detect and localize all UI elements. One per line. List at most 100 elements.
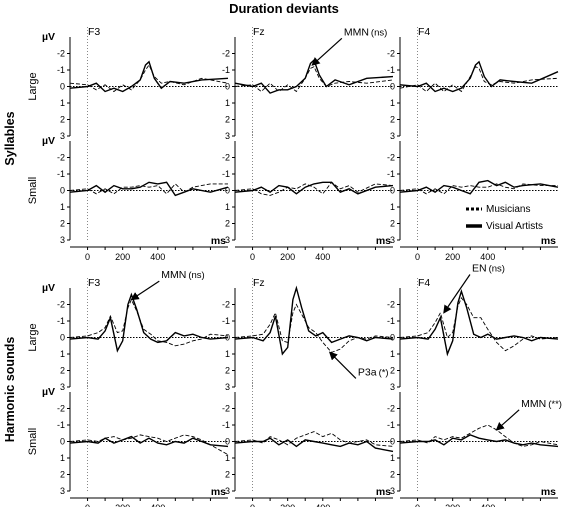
y-tick-label: -2 [387,300,395,310]
x-tick-label: 400 [315,252,330,262]
y-tick-label: 2 [390,366,395,376]
series-visual-artists [234,437,394,453]
electrode-label: Fz [253,277,265,289]
y-tick-label: -2 [57,153,65,163]
annotation-label: MMN (ns) [161,269,204,281]
annotation-tag: (ns) [489,264,505,275]
series-musicians [399,183,558,195]
y-tick-label: 1 [225,202,230,212]
series-visual-artists [69,292,229,353]
y-tick-label: -1 [222,316,230,326]
y-tick-label: 2 [60,115,65,125]
y-tick-label: 0 [390,333,395,343]
y-tick-label: 0 [225,437,230,447]
x-unit-label: ms [541,486,556,498]
y-tick-label: -2 [222,153,230,163]
y-tick-label: -1 [222,420,230,430]
annotation-label: MMN (ns) [344,26,387,38]
series-musicians [69,434,229,456]
figure-title: Duration deviants [229,1,339,16]
electrode-label: F4 [418,277,430,289]
series-visual-artists [234,58,394,94]
y-tick-label: 3 [390,486,395,496]
y-tick-label: -1 [57,169,65,179]
y-tick-label: 1 [60,349,65,359]
annotation-label: P3a (*) [358,366,389,378]
y-tick-label: -2 [387,404,395,414]
erp-panels: -2 -1 0 1 2 3 µV F3 -2 -1 0 1 2 3 Fz -2 -1 0 1 2 3 F4 -2 -1 0 1 2 3… [42,26,559,507]
y-tick-label: -2 [57,49,65,59]
y-tick-label: 2 [60,219,65,229]
erp-panel: -2 -1 0 1 2 3 µV 0 200 400 ms [42,382,229,507]
condition-label: Large [27,323,39,351]
erp-panel: -2 -1 0 1 2 3 µV F3 [42,26,229,141]
y-tick-label: 0 [60,186,65,196]
x-tick-label: 400 [480,252,495,262]
legend: Musicians Visual Artists [466,204,543,232]
y-tick-label: 1 [390,349,395,359]
annotation: MMN (ns) [130,269,205,301]
annotation-arrow [311,37,343,66]
x-tick-label: 0 [85,503,90,507]
y-tick-label: 2 [390,115,395,125]
series-musicians [234,181,394,196]
annotation-tag: (*) [379,367,389,378]
y-tick-label: 1 [390,98,395,108]
x-unit-label: ms [211,486,226,498]
x-tick-label: 200 [280,503,295,507]
x-tick-label: 400 [150,252,165,262]
x-tick-label: 400 [480,503,495,507]
y-tick-label: 3 [225,131,230,141]
y-tick-label: 1 [60,453,65,463]
legend-label: Visual Artists [486,221,543,232]
y-tick-label: 2 [225,115,230,125]
y-tick-label: 1 [225,349,230,359]
legend-item: Visual Artists [466,221,543,232]
series-musicians [234,431,394,447]
erp-panel: -2 -1 0 1 2 3 0 200 400 ms [387,382,559,507]
y-tick-label: 2 [225,470,230,480]
annotation-arrow [443,274,471,314]
x-tick-label: 200 [280,252,295,262]
condition-label: Large [27,72,39,100]
x-tick-label: 0 [250,503,255,507]
y-tick-label: 2 [225,366,230,376]
y-tick-label: 3 [225,382,230,392]
condition-label: Small [27,428,39,456]
y-tick-label: 1 [60,98,65,108]
annotation-arrow [495,409,520,431]
annotation: P3a (*) [328,351,389,379]
series-visual-artists [69,60,229,93]
y-tick-label: 3 [390,235,395,245]
annotation-arrow [130,280,160,301]
y-tick-label: 0 [390,437,395,447]
series-visual-artists [399,288,559,357]
erp-panel: -2 -1 0 1 2 3 µV 0 200 400 ms [42,131,229,262]
y-tick-label: -1 [57,316,65,326]
series-musicians [399,297,559,352]
y-tick-label: 3 [225,235,230,245]
series-musicians [69,183,228,195]
y-unit-label: µV [42,31,55,43]
x-tick-label: 200 [115,252,130,262]
y-tick-label: 1 [390,202,395,212]
annotations: MMN (ns) MMN (ns) EN (ns) P3a (*) MMN (**) [130,26,562,431]
y-tick-label: 2 [60,366,65,376]
y-tick-label: 0 [390,186,395,196]
y-tick-label: -1 [387,316,395,326]
series-musicians [69,298,229,347]
annotation-label: MMN (**) [521,398,562,410]
y-tick-label: 0 [225,82,230,92]
series-visual-artists [234,285,394,356]
y-unit-label: µV [42,386,55,398]
y-tick-label: -1 [387,65,395,75]
x-tick-label: 200 [445,252,460,262]
series-musicians [399,424,559,447]
erp-panel: -2 -1 0 1 2 3 µV F3 [42,277,229,392]
series-visual-artists [399,60,559,93]
y-tick-label: 1 [225,98,230,108]
y-tick-label: 0 [390,82,395,92]
electrode-label: F3 [88,277,100,289]
y-tick-label: -1 [387,169,395,179]
